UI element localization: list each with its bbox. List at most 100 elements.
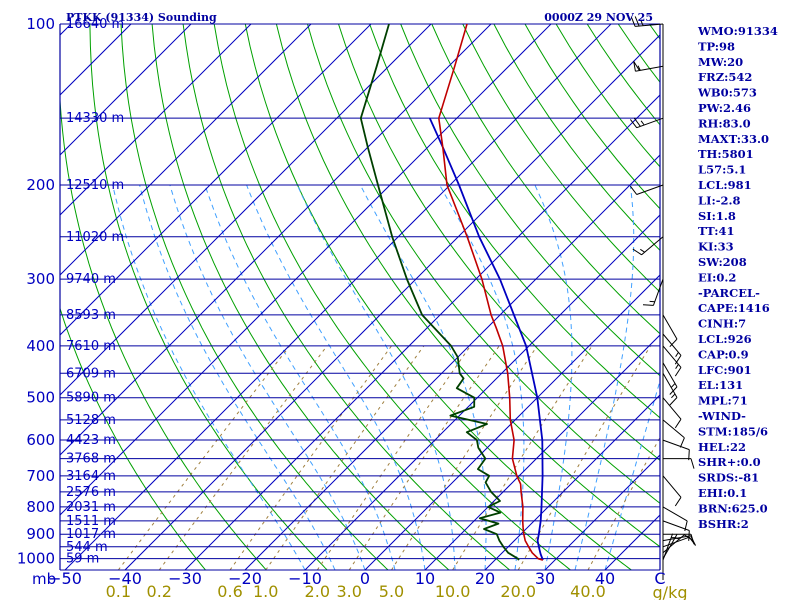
index-entry: SW:208 [698,255,747,269]
height-level-label: 3768 m [66,452,116,467]
index-entry: LFC:901 [698,363,752,377]
temperature-tick-label: −30 [168,569,202,588]
pressure-tick-label: 400 [26,337,55,355]
mixing-ratio-line [117,345,291,570]
height-level-label: 11020 m [66,230,124,245]
dewpoint-line [359,24,520,561]
mixing-ratio-line [452,345,593,570]
index-entry: BRN:625.0 [698,501,768,515]
isotherm-line [184,94,660,570]
index-entry: EL:131 [698,378,743,392]
temperature-tick-label: 30 [535,569,555,588]
dry-adiabat-line [307,24,660,504]
wind-barb [662,314,678,348]
wind-barb [630,117,664,129]
height-level-label: 6709 m [66,366,116,381]
height-level-label: 544 m [66,540,108,555]
dry-adiabat-line [586,24,660,126]
parcel-path-line [428,117,544,561]
dry-adiabat-line [275,24,660,548]
dry-adiabat-line [60,306,206,570]
temperature-tick-label: −10 [288,569,322,588]
moist-adiabat-line [169,184,366,570]
moist-adiabat-line [534,184,573,570]
isotherm-line [60,24,552,516]
moist-adiabat-line [439,184,525,570]
wind-barb [662,535,696,546]
index-entry: WB0:573 [697,86,757,100]
mixing-ratio-tick-label: 0.2 [147,582,172,600]
mixing-ratio-tick-label: 0.6 [217,582,242,600]
dry-adiabat-line [555,24,660,168]
wind-barb [642,278,664,306]
mixing-ratio-tick-label: 3.0 [337,582,362,600]
pressure-tick-label: 300 [26,270,55,288]
pressure-tick-label: 900 [26,525,55,543]
pressure-axis-label: mb [32,570,56,588]
height-level-label: 2031 m [66,500,116,515]
index-entry: LCL:926 [698,332,752,346]
dry-adiabat-line [400,24,660,377]
mixing-ratio-tick-label: 2.0 [305,582,330,600]
isotherm-line [544,454,660,570]
index-entry: RH:83.0 [698,116,751,130]
pressure-tick-label: 800 [26,498,55,516]
index-entry: SRDS:-81 [698,471,759,485]
chart-title: PTKK (91334) Sounding [66,11,217,24]
index-entry: -WIND- [698,409,746,423]
mixing-ratio-tick-label: 10.0 [435,582,471,600]
moist-adiabat-line [296,184,456,570]
dry-adiabat-line [151,24,450,570]
wind-barb [633,61,664,72]
isotherm-line [424,334,660,570]
index-entry: LCL:981 [698,178,752,192]
chart-datetime: 0000Z 29 NOV 25 [544,11,653,24]
height-level-label: 4423 m [66,433,116,448]
temperature-line [438,24,544,561]
index-entry: MAXT:33.0 [698,132,769,146]
mixing-ratio-tick-label: 1.0 [253,582,278,600]
height-level-label: 5890 m [66,391,116,406]
index-entry: CAP:0.9 [698,347,749,361]
index-entry: MPL:71 [698,394,748,408]
wind-barb [663,458,695,469]
height-level-label: 5128 m [66,413,116,428]
wind-barb [632,236,664,256]
wind-barb [663,533,695,545]
moist-adiabat-line [574,184,635,570]
mixing-ratio-line [391,345,538,570]
index-entry: WMO:91334 [697,24,778,38]
isotherms [60,24,660,570]
temperature-tick-label: 10 [415,569,435,588]
index-entry: TT:41 [698,224,735,238]
isotherm-line [64,24,612,570]
dry-adiabat-line [369,24,660,419]
mixing-ratio-axis-label: g/kg [653,583,688,600]
isotherm-line [60,24,432,396]
mixing-ratio-tick-label: 5.0 [379,582,404,600]
moist-adiabat-line [139,184,336,570]
mixing-ratio-lines [117,345,660,570]
height-level-label: 2576 m [66,485,116,500]
wind-barb [630,184,664,195]
profiles [359,24,544,561]
isotherm-line [484,394,660,570]
moist-adiabat-line [112,184,306,570]
temperature-axis-label: C [654,569,665,588]
index-entry: EHI:0.1 [698,486,747,500]
height-level-label: 1511 m [66,514,116,529]
index-entry: EI:0.2 [698,270,736,284]
isotherm-line [60,24,252,216]
index-entry: TH:5801 [698,147,754,161]
pressure-tick-label: 100 [26,15,55,33]
mixing-ratio-tick-label: 0.1 [106,582,131,600]
index-entry: HEL:22 [698,440,746,454]
mixing-ratio-line [265,345,425,570]
mixing-ratio-line [229,345,392,570]
mixing-ratio-line [517,345,651,570]
dry-adiabat-line [431,24,660,335]
index-entry: L57:5.1 [698,163,746,177]
mixing-ratio-line [158,345,328,570]
isotherm-line [364,274,660,570]
